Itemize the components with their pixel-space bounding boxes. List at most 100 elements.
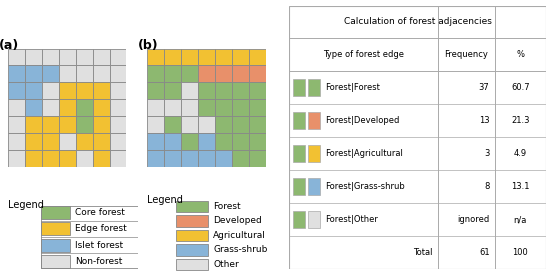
- Bar: [25, 133, 42, 150]
- Text: ignored: ignored: [457, 215, 490, 224]
- Bar: [25, 150, 42, 167]
- Bar: [25, 49, 42, 65]
- Bar: [215, 49, 232, 65]
- Text: 61: 61: [479, 248, 490, 257]
- Bar: [249, 65, 266, 82]
- Bar: [232, 49, 249, 65]
- Text: (a): (a): [0, 39, 19, 52]
- Bar: [249, 133, 266, 150]
- Bar: [249, 82, 266, 99]
- Bar: [164, 82, 181, 99]
- Text: 21.3: 21.3: [511, 116, 530, 125]
- Bar: [147, 150, 164, 167]
- Bar: [181, 133, 198, 150]
- Text: n/a: n/a: [514, 215, 527, 224]
- Bar: [307, 178, 320, 195]
- Text: Forest: Forest: [213, 202, 241, 211]
- Bar: [249, 116, 266, 133]
- Text: Frequency: Frequency: [444, 51, 488, 59]
- Bar: [8, 150, 25, 167]
- Bar: [232, 150, 249, 167]
- Text: 60.7: 60.7: [511, 83, 530, 92]
- Text: Agricultural: Agricultural: [213, 231, 266, 240]
- Bar: [59, 99, 76, 116]
- Bar: [76, 133, 93, 150]
- Bar: [8, 99, 25, 116]
- Bar: [198, 116, 215, 133]
- Bar: [42, 82, 59, 99]
- Bar: [181, 150, 198, 167]
- Bar: [59, 49, 76, 65]
- Bar: [59, 133, 76, 150]
- Bar: [41, 238, 70, 252]
- Text: 37: 37: [478, 83, 490, 92]
- Bar: [25, 65, 42, 82]
- Bar: [164, 65, 181, 82]
- Bar: [41, 222, 70, 235]
- Bar: [59, 116, 76, 133]
- Text: Forest|Forest: Forest|Forest: [325, 83, 380, 92]
- Text: 4.9: 4.9: [514, 149, 527, 158]
- Bar: [176, 244, 208, 256]
- Bar: [307, 145, 320, 162]
- Bar: [249, 150, 266, 167]
- Bar: [232, 116, 249, 133]
- Bar: [307, 112, 320, 129]
- Bar: [215, 150, 232, 167]
- Bar: [164, 49, 181, 65]
- Text: Grass-shrub: Grass-shrub: [213, 245, 268, 254]
- Bar: [76, 99, 93, 116]
- Bar: [176, 201, 208, 212]
- Bar: [41, 255, 70, 268]
- Text: (b): (b): [138, 39, 158, 52]
- Text: Edge forest: Edge forest: [75, 224, 127, 233]
- Text: Calculation of forest adjacencies: Calculation of forest adjacencies: [344, 17, 491, 26]
- Bar: [59, 150, 76, 167]
- Bar: [198, 99, 215, 116]
- Text: Forest|Other: Forest|Other: [325, 215, 378, 224]
- Bar: [8, 133, 25, 150]
- Bar: [42, 133, 59, 150]
- Bar: [249, 49, 266, 65]
- Bar: [215, 116, 232, 133]
- Bar: [198, 65, 215, 82]
- Bar: [8, 49, 25, 65]
- Bar: [8, 82, 25, 99]
- Bar: [215, 82, 232, 99]
- Bar: [42, 116, 59, 133]
- Bar: [41, 206, 70, 219]
- Bar: [109, 133, 126, 150]
- Bar: [109, 65, 126, 82]
- Bar: [109, 82, 126, 99]
- Text: Legend: Legend: [147, 195, 183, 205]
- Bar: [181, 49, 198, 65]
- Bar: [147, 99, 164, 116]
- Bar: [42, 49, 59, 65]
- Bar: [293, 112, 305, 129]
- Bar: [147, 65, 164, 82]
- Bar: [293, 145, 305, 162]
- Bar: [232, 65, 249, 82]
- Bar: [164, 99, 181, 116]
- Bar: [198, 150, 215, 167]
- Bar: [181, 116, 198, 133]
- Bar: [176, 215, 208, 227]
- Bar: [293, 178, 305, 195]
- Bar: [164, 150, 181, 167]
- Bar: [181, 65, 198, 82]
- Bar: [164, 116, 181, 133]
- Bar: [59, 65, 76, 82]
- Bar: [42, 150, 59, 167]
- Bar: [307, 79, 320, 96]
- Bar: [93, 49, 109, 65]
- Bar: [147, 116, 164, 133]
- Bar: [198, 82, 215, 99]
- Text: 13.1: 13.1: [511, 182, 530, 191]
- Bar: [293, 79, 305, 96]
- Text: Type of forest edge: Type of forest edge: [323, 51, 404, 59]
- Bar: [249, 99, 266, 116]
- Bar: [198, 49, 215, 65]
- Bar: [8, 116, 25, 133]
- Bar: [41, 206, 138, 268]
- Text: Developed: Developed: [213, 216, 262, 225]
